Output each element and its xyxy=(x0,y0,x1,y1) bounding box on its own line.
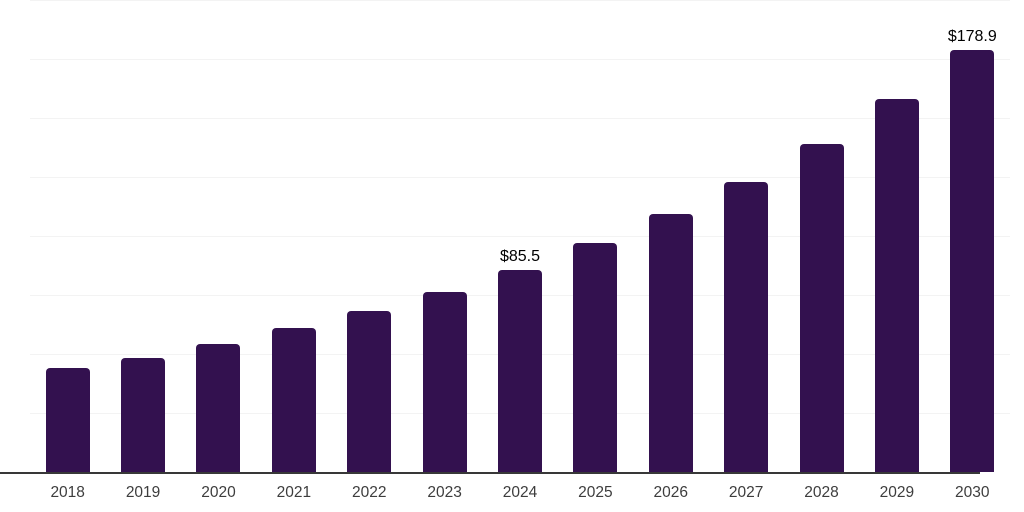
bar-2029 xyxy=(874,99,919,472)
bar-2022 xyxy=(347,311,392,472)
bar-2021 xyxy=(271,327,316,472)
bar-2019 xyxy=(121,357,166,472)
x-tick-label-2026: 2026 xyxy=(653,484,688,501)
bar-2027 xyxy=(724,181,769,472)
x-tick-label-2028: 2028 xyxy=(804,484,839,501)
data-label-2030: $178.9 xyxy=(947,27,997,45)
x-tick-label-2027: 2027 xyxy=(728,484,764,501)
bar-2028 xyxy=(799,143,844,472)
x-tick-label-2021: 2021 xyxy=(276,484,312,501)
bar-2030 xyxy=(950,49,995,472)
bar-2026 xyxy=(648,214,693,472)
x-axis-line xyxy=(0,472,980,474)
x-tick-label-2024: 2024 xyxy=(502,484,538,501)
x-tick-label-2030: 2030 xyxy=(955,484,990,501)
gridline xyxy=(30,236,1010,237)
data-label-2024: $85.5 xyxy=(499,248,541,266)
bar-2023 xyxy=(422,292,467,472)
gridline xyxy=(30,59,1010,60)
gridline xyxy=(30,0,1010,1)
x-tick-label-2022: 2022 xyxy=(351,484,387,501)
bar-2020 xyxy=(196,344,241,472)
gridline xyxy=(30,177,1010,178)
x-tick-label-2020: 2020 xyxy=(201,484,236,501)
bar-2024 xyxy=(498,270,542,472)
gridline xyxy=(30,118,1010,119)
plot-area: $85.5 $178.9 xyxy=(30,0,1010,472)
x-tick-label-2018: 2018 xyxy=(50,484,85,501)
bar-2018 xyxy=(45,368,90,472)
x-tick-label-2025: 2025 xyxy=(578,484,613,501)
x-tick-label-2019: 2019 xyxy=(125,484,161,501)
x-axis-tick-labels: 2018 2019 2020 2021 2022 2023 2024 2025 2026 2027… xyxy=(30,474,1010,512)
x-tick-label-2023: 2023 xyxy=(427,484,462,501)
x-tick-label-2029: 2029 xyxy=(879,484,915,501)
bar-2025 xyxy=(573,243,618,472)
